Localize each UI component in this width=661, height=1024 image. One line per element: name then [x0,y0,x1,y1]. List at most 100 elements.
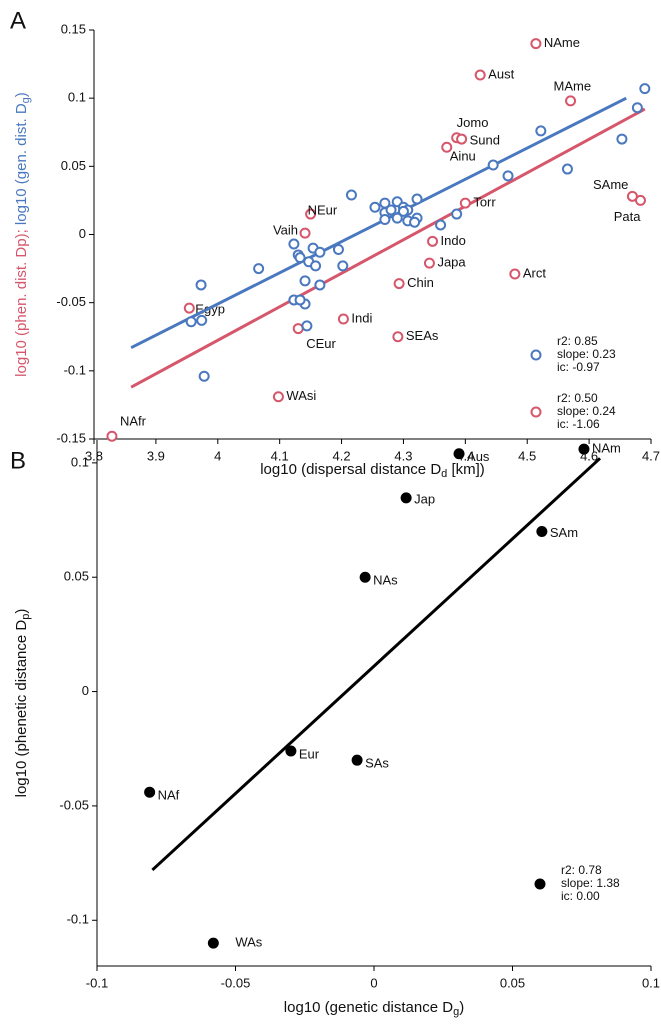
fit-stat: slope: 0.23 [557,347,616,361]
y-tick-label: -0.15 [56,430,86,445]
data-point [502,170,514,182]
legend-marker [530,406,542,418]
data-point [288,238,300,250]
data-point [385,204,397,216]
data-point [351,754,363,766]
x-tick-label: 4 [214,448,221,463]
data-point [565,95,577,107]
fit-stat: r2: 0.50 [557,391,598,405]
legend-marker [530,349,542,361]
data-point [379,214,391,226]
y-axis-title-part: log10 (gen. dist. D [13,103,30,225]
data-point [345,189,357,201]
data-point [393,278,405,290]
fit-stat: slope: 1.38 [561,876,620,890]
data-point [409,216,421,228]
data-point [456,133,468,145]
x-tick-label: -0.1 [86,975,108,990]
y-axis-title-subscript: p [20,614,32,620]
data-point [285,745,297,757]
data-point [397,205,409,217]
x-axis-title-subscript: d [441,468,447,480]
x-tick-label: 4.1 [271,448,289,463]
panel-label: A [10,7,26,34]
data-point [369,201,381,213]
point-label: NAs [373,573,398,588]
data-point [359,571,371,583]
data-point [207,937,219,949]
x-axis-title-subscript: g [453,1006,459,1018]
data-point [400,492,412,504]
fit-stat: r2: 0.85 [557,334,598,348]
data-point [301,320,313,332]
data-point [337,260,349,272]
fit-line [151,457,602,872]
y-tick-label: 0.15 [61,21,86,36]
point-label: Aus [467,449,490,464]
fit-line [130,107,646,389]
fit-stat: r2: 0.78 [561,863,602,877]
data-point [474,69,486,81]
point-label: Torr [473,195,496,210]
y-tick-label: 0.1 [68,90,86,105]
data-point [392,331,404,343]
point-label: Indi [351,310,372,325]
point-label: Jomo [457,115,489,130]
fit-stat: ic: -1.06 [557,417,600,431]
point-label: NAme [544,35,580,50]
data-point [561,163,573,175]
panel-label: B [10,447,26,474]
point-label: Jap [414,491,435,506]
x-tick-label: 0 [370,975,377,990]
fit-stat: ic: -0.97 [557,360,600,374]
data-point [578,443,590,455]
data-point [459,197,471,209]
fit-stat: slope: 0.24 [557,404,616,418]
data-point [509,268,521,280]
point-label: SEAs [406,328,439,343]
legend-marker [534,878,546,890]
point-label: SAs [365,756,389,771]
point-label: Arct [523,265,547,280]
point-label: Aust [488,66,514,81]
x-tick-label: -0.05 [221,975,251,990]
data-point [185,316,197,328]
point-label: Sund [470,133,500,148]
data-point [391,212,403,224]
y-axis-title: log10 (phen. dist. Dp); log10 (gen. dist… [13,92,32,377]
data-point [196,314,208,326]
point-label: Vaih [273,223,298,238]
x-tick-label: 4.7 [642,448,660,463]
x-axis-title-part: log10 (genetic distance D [284,999,453,1016]
point-label: Eur [299,746,320,761]
data-point [253,263,265,275]
data-point [639,83,651,95]
data-point [195,279,207,291]
x-tick-label: 3.8 [85,448,103,463]
y-axis-title-subscript: g [20,97,32,103]
point-label: Indo [441,233,466,248]
x-tick-label: 0.05 [500,975,525,990]
y-tick-label: -0.1 [67,912,89,927]
data-point [294,252,306,264]
data-point [292,323,304,335]
data-point [616,133,628,145]
point-label: NEur [308,202,338,217]
data-point [441,141,453,153]
y-axis-title-part: log10 (phen. dist. Dp); [13,225,30,377]
data-point [183,302,195,314]
data-point [272,391,284,403]
x-axis-title-part: ) [459,999,464,1016]
data-point [314,246,326,258]
data-point [299,275,311,287]
data-point [310,260,322,272]
point-label: CEur [306,336,336,351]
data-point [487,159,499,171]
x-tick-label: 0.1 [642,975,660,990]
point-label: Pata [614,209,642,224]
y-tick-label: 0 [79,226,86,241]
data-point [294,294,306,306]
x-axis-title: log10 (dispersal distance Dd [km]) [260,461,485,480]
data-point [299,227,311,239]
